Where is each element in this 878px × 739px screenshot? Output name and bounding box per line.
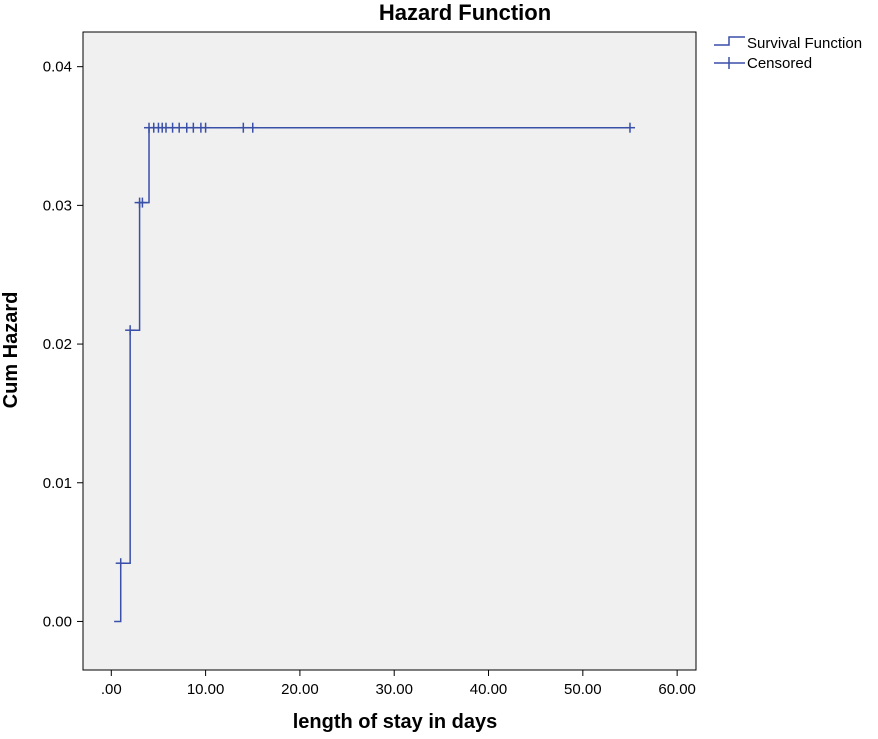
x-tick-label: 20.00 <box>281 681 319 698</box>
x-tick-label: .00 <box>101 681 122 698</box>
censored-marker <box>115 558 126 569</box>
censored-marker <box>200 122 211 133</box>
x-axis-label: length of stay in days <box>293 711 497 733</box>
x-tick-label: 60.00 <box>658 681 696 698</box>
censored-marker <box>247 122 258 133</box>
censored-marker <box>624 122 635 133</box>
censored-marker <box>238 122 249 133</box>
y-axis-ticks: 0.00 0.01 0.02 0.03 0.04 <box>43 59 83 630</box>
y-axis-label: Cum Hazard <box>0 292 22 409</box>
legend: Survival Function Censored <box>714 35 862 72</box>
y-tick-label: 0.04 <box>43 59 72 76</box>
y-tick-label: 0.00 <box>43 613 72 630</box>
chart-title: Hazard Function <box>379 0 551 25</box>
censored-marker <box>137 197 148 208</box>
y-tick-label: 0.03 <box>43 197 72 214</box>
x-tick-label: 10.00 <box>187 681 225 698</box>
x-axis-ticks: .00 10.00 20.00 30.00 40.00 50.00 60.00 <box>101 670 696 698</box>
series-layer <box>114 122 635 623</box>
x-tick-label: 30.00 <box>375 681 413 698</box>
x-tick-label: 40.00 <box>470 681 508 698</box>
censored-marker <box>125 325 136 336</box>
y-tick-label: 0.02 <box>43 336 72 353</box>
legend-survival-function-label: Survival Function <box>747 35 862 52</box>
plot-area <box>82 31 697 671</box>
x-tick-label: 50.00 <box>564 681 602 698</box>
legend-survival-function-swatch <box>714 36 745 46</box>
y-tick-label: 0.01 <box>43 475 72 492</box>
legend-censored-label: Censored <box>747 55 812 72</box>
